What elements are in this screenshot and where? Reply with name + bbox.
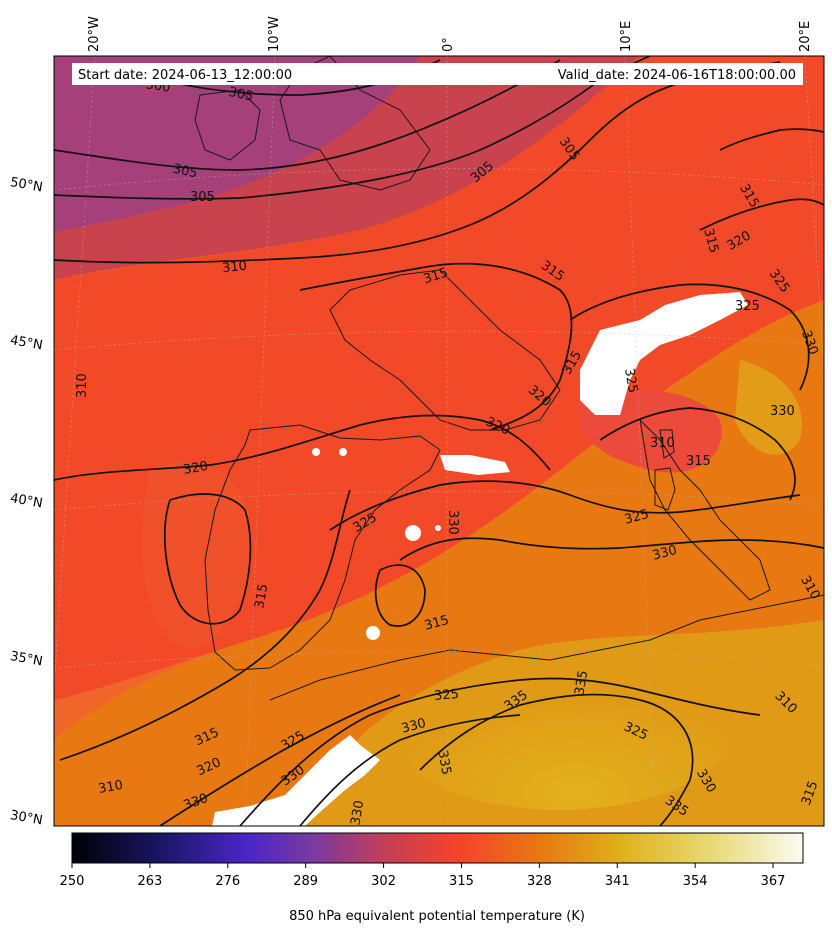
theta-e-hot-core bbox=[380, 630, 740, 810]
contour-label: 310 bbox=[75, 373, 90, 398]
latitude-label: 40°N bbox=[9, 491, 44, 511]
contour-label: 310 bbox=[97, 778, 124, 797]
map-panel: 300 305 305 305 305 305 310 310 310 310 … bbox=[54, 56, 824, 826]
mask-dot-4 bbox=[339, 448, 347, 456]
longitude-label: 0° bbox=[441, 37, 456, 52]
colorbar-tick-label: 302 bbox=[371, 874, 396, 889]
start-date-text: Start date: 2024-06-13_12:00:00 bbox=[78, 68, 292, 83]
colorbar-tick-label: 250 bbox=[60, 874, 85, 889]
contour-east-2 bbox=[719, 128, 824, 151]
contour-label: 325 bbox=[621, 367, 640, 394]
mask-dot-5 bbox=[435, 525, 441, 531]
colorbar: 250 263 276 289 302 315 328 341 354 367 850 hPa e… bbox=[60, 832, 804, 924]
alps-mask bbox=[580, 292, 748, 415]
contour-label: 310 bbox=[650, 436, 675, 451]
contour-alps-1 bbox=[569, 283, 810, 391]
contour-iberia-1 bbox=[163, 493, 252, 625]
graticule bbox=[54, 56, 824, 826]
contour-label: 330 bbox=[348, 799, 367, 826]
latitude-label: 45°N bbox=[9, 333, 44, 353]
map-border bbox=[53, 55, 825, 827]
contour-label: 315 bbox=[700, 227, 721, 255]
contour-label: 325 bbox=[623, 507, 651, 528]
contour-335 bbox=[419, 693, 694, 826]
mask-dot-3 bbox=[312, 448, 320, 456]
latitude-label: 35°N bbox=[9, 649, 44, 669]
contour-label: 305 bbox=[190, 190, 215, 205]
coast-iberia bbox=[204, 424, 441, 671]
contour-label: 330 bbox=[400, 716, 428, 737]
contour-alps-2 bbox=[599, 407, 796, 501]
contour-330 bbox=[399, 537, 824, 561]
longitude-label: 20°E bbox=[798, 21, 813, 52]
longitude-labels: 20°W 10°W 0° 10°E 20°E bbox=[87, 16, 813, 52]
coast-italy bbox=[639, 418, 771, 601]
contour-label: 305 bbox=[227, 85, 254, 105]
colorbar-tick-label: 289 bbox=[293, 874, 318, 889]
header-box bbox=[72, 63, 803, 85]
contour-label: 325 bbox=[735, 299, 760, 314]
contour-325-south bbox=[239, 677, 761, 826]
mask-dot-2 bbox=[366, 626, 380, 640]
colorbar-tick-label: 315 bbox=[449, 874, 474, 889]
colorbar-tick-label: 341 bbox=[605, 874, 630, 889]
latitude-labels: 50°N 45°N 40°N 35°N 30°N bbox=[9, 175, 44, 828]
coast-corsica bbox=[659, 429, 675, 459]
longitude-label: 20°W bbox=[87, 16, 102, 52]
contour-label: 325 bbox=[434, 687, 460, 704]
contour-325 bbox=[329, 480, 801, 531]
contour-label: 315 bbox=[423, 613, 451, 634]
contour-label: 335 bbox=[572, 669, 591, 696]
contour-320-south bbox=[159, 694, 401, 826]
colorbar-tick-label: 276 bbox=[215, 874, 240, 889]
mask-dot-1 bbox=[405, 525, 421, 541]
contour-label: 315 bbox=[252, 583, 271, 610]
contour-label: 315 bbox=[686, 454, 711, 469]
contour-330-south bbox=[299, 714, 521, 826]
valid-date-text: Valid_date: 2024-06-16T18:00:00.00 bbox=[558, 68, 796, 83]
colorbar-gradient bbox=[71, 832, 804, 864]
theta-e-coldest-region bbox=[54, 56, 420, 232]
contour-east-1 bbox=[699, 198, 824, 231]
contour-label: 305 bbox=[171, 162, 198, 182]
colorbar-tick-label: 354 bbox=[683, 874, 708, 889]
colorbar-tick-label: 367 bbox=[761, 874, 786, 889]
atlas-mask bbox=[212, 735, 380, 826]
colorbar-ticks: 250 263 276 289 302 315 328 341 354 367 bbox=[60, 863, 786, 889]
contour-iberia-2 bbox=[374, 564, 426, 627]
coast-north-africa bbox=[269, 594, 824, 701]
contour-label: 330 bbox=[445, 510, 460, 535]
longitude-label: 10°W bbox=[267, 16, 282, 52]
colorbar-tick-label: 263 bbox=[137, 874, 162, 889]
contour-label: 335 bbox=[434, 749, 453, 776]
latitude-label: 50°N bbox=[9, 175, 44, 195]
colorbar-label: 850 hPa equivalent potential temperature… bbox=[289, 909, 585, 924]
contour-label: 320 bbox=[182, 459, 209, 478]
pyrenees-mask bbox=[440, 455, 510, 475]
contour-305-a bbox=[54, 59, 561, 171]
missing-data-masks bbox=[212, 292, 748, 826]
latitude-label: 30°N bbox=[9, 808, 44, 828]
theta-e-hot-patch-east bbox=[735, 360, 802, 455]
contour-label: 310 bbox=[221, 259, 247, 277]
colorbar-tick-label: 328 bbox=[527, 874, 552, 889]
coast-sardinia bbox=[654, 467, 676, 511]
contour-label: 315 bbox=[422, 265, 450, 287]
longitude-label: 10°E bbox=[619, 21, 634, 52]
contour-label: 330 bbox=[770, 404, 795, 419]
contour-320 bbox=[54, 414, 551, 481]
contour-315-west bbox=[59, 489, 351, 761]
theta-e-red-patch-iberia bbox=[142, 462, 252, 650]
contour-label: 330 bbox=[651, 543, 679, 564]
contour-315-north bbox=[299, 262, 573, 431]
